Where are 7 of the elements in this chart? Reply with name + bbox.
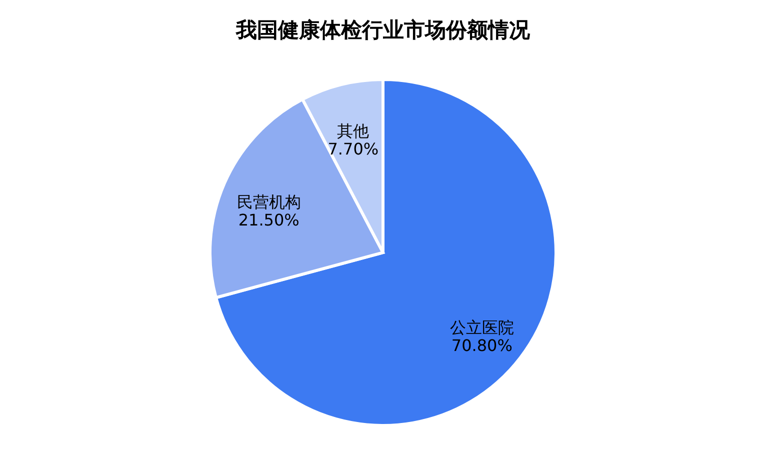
data-label: 70.80% [451, 336, 512, 356]
slice-label: 民营机构 [236, 192, 301, 212]
slice-label: 其他 [337, 122, 370, 141]
slice-label: 公立医院 [450, 318, 514, 338]
chart-title: 我国健康体检行业市场份额情况 [235, 18, 531, 42]
data-label: 7.70% [328, 140, 379, 159]
data-label: 21.50% [238, 210, 300, 230]
